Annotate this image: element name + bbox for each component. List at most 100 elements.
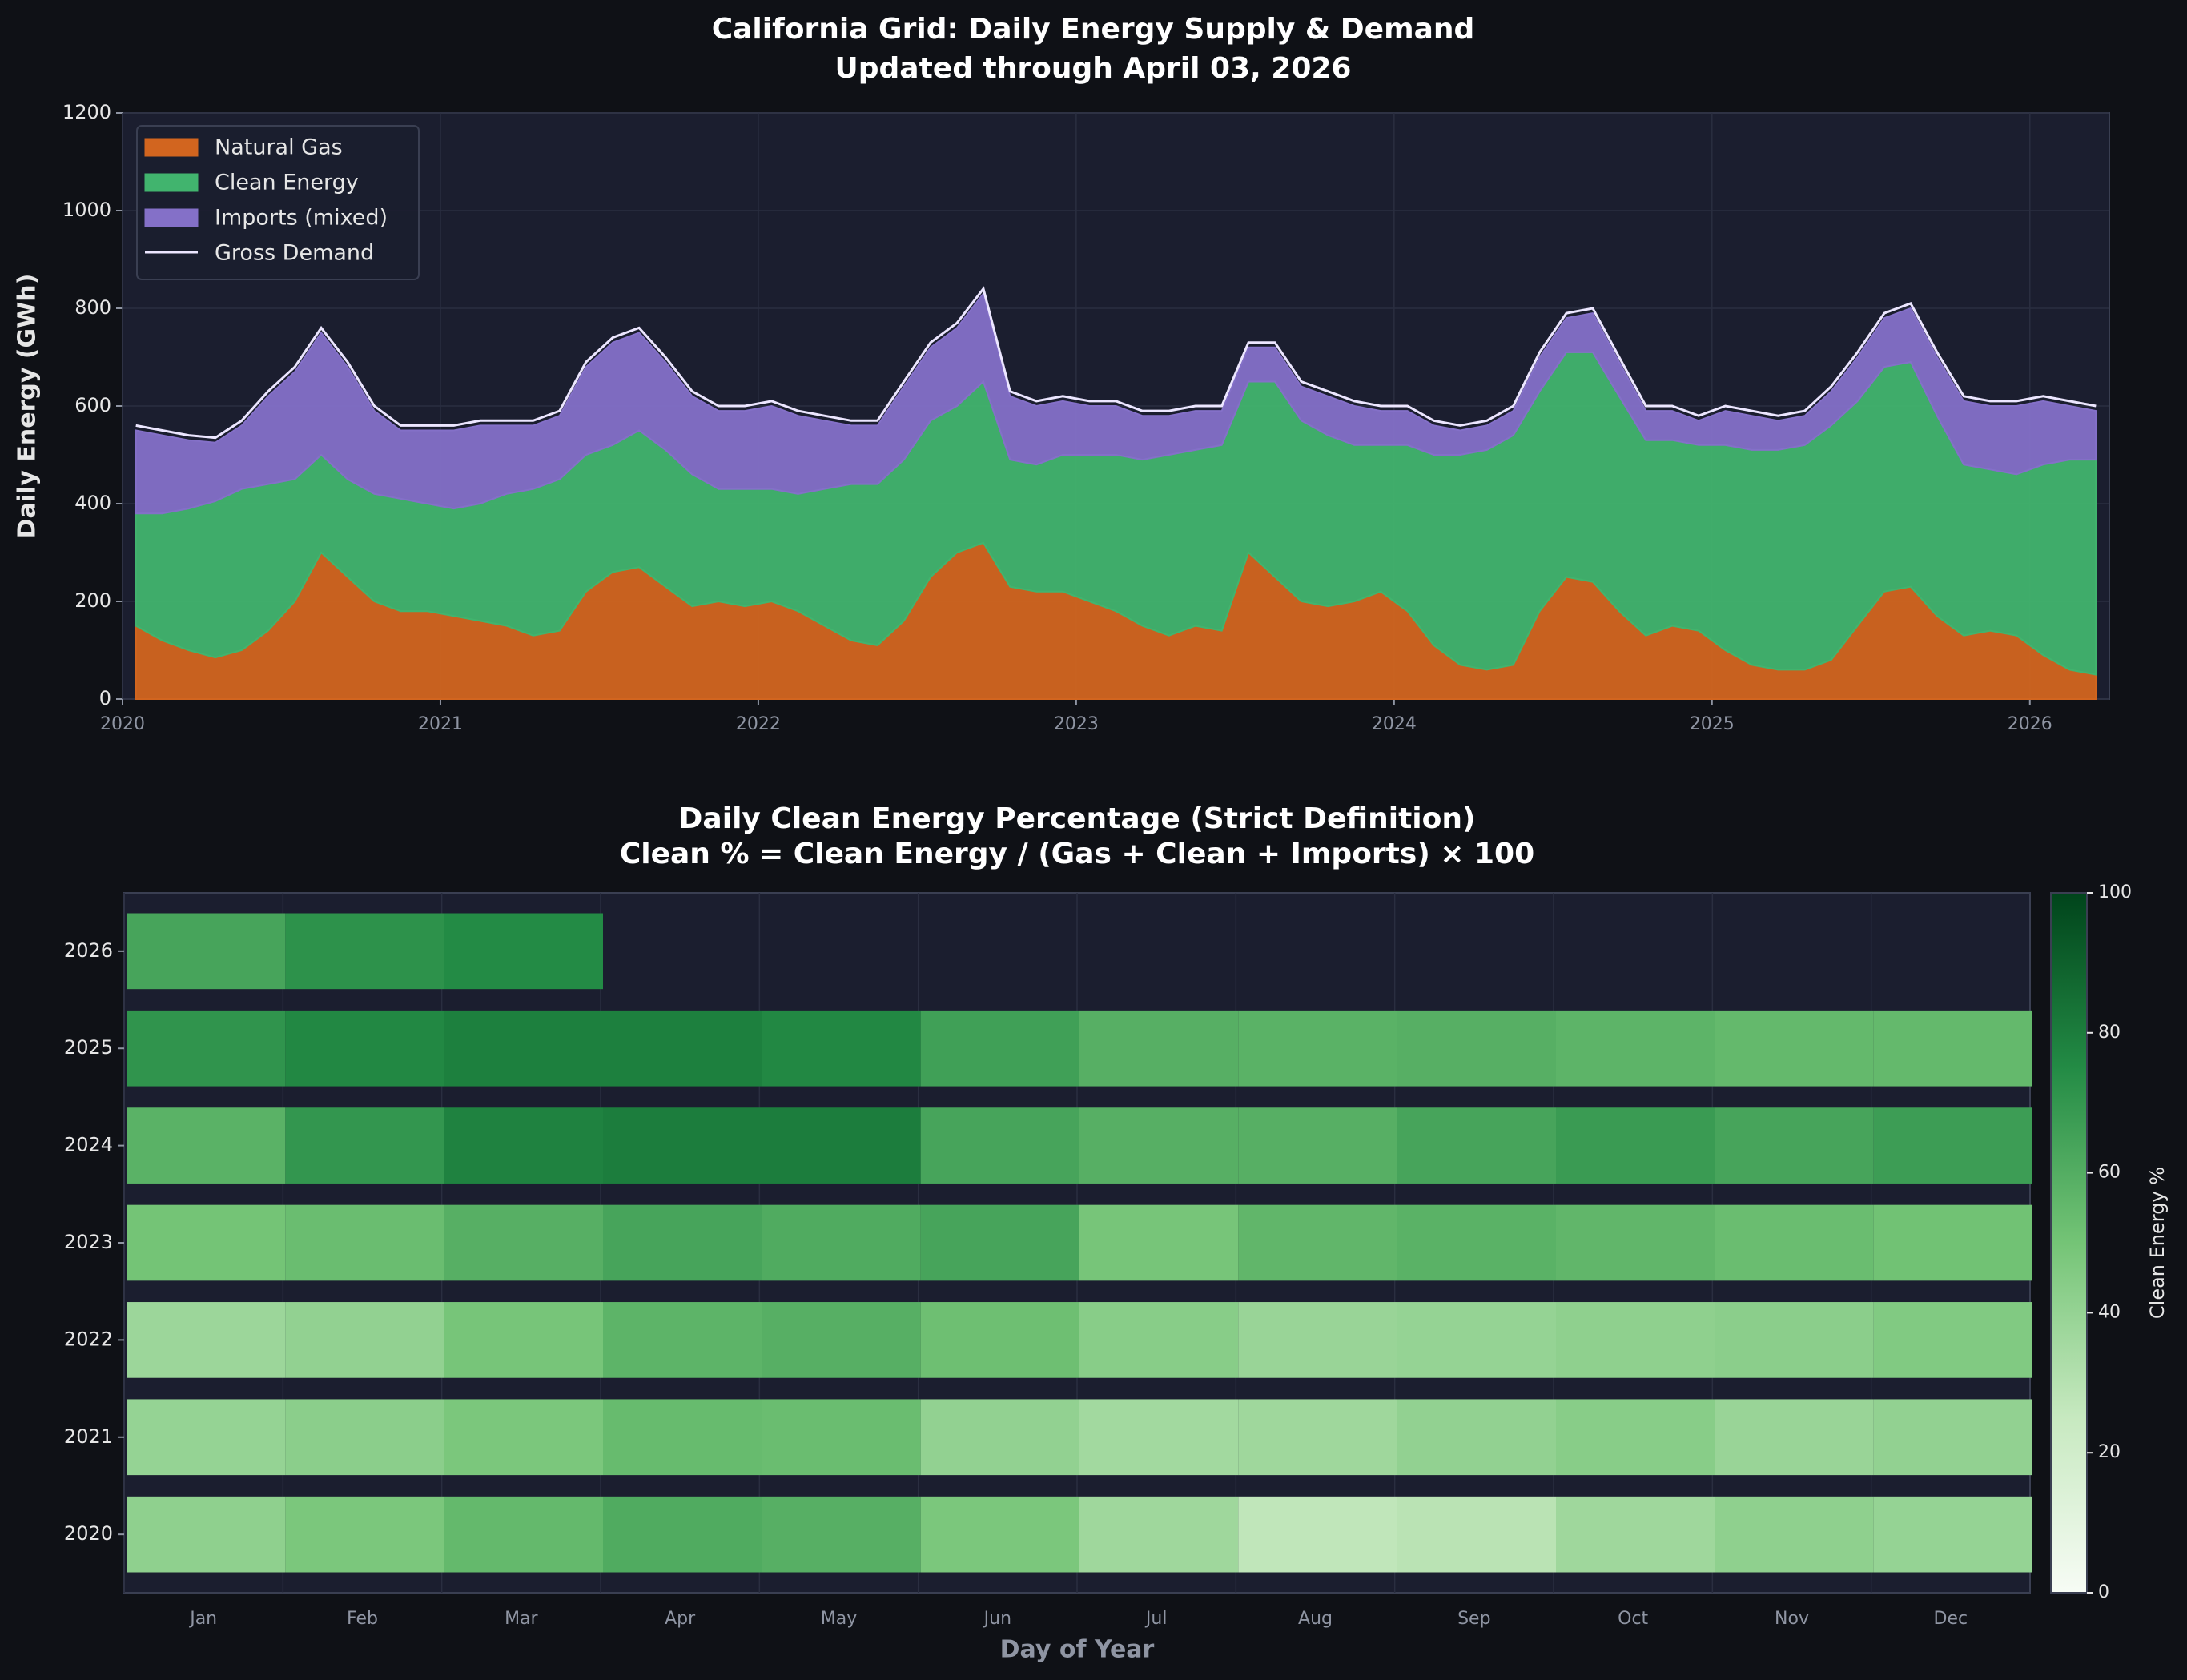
heat-cell — [127, 1204, 286, 1281]
heat-cell — [1873, 1399, 2032, 1476]
heat-cell — [920, 1302, 1079, 1378]
colorbar-tick-label: 60 — [2098, 1163, 2121, 1183]
heat-cell — [603, 1399, 762, 1476]
heat-cell — [285, 1010, 444, 1087]
heat-cell — [920, 1204, 1079, 1281]
heat-cell — [1715, 1302, 1874, 1378]
heat-cell — [1556, 1496, 1715, 1573]
heat-cell — [920, 1107, 1079, 1184]
heat-cell — [1556, 1204, 1715, 1281]
heat-cell — [1238, 1204, 1397, 1281]
legend-label: Clean Energy — [215, 171, 359, 195]
heat-cell — [762, 1302, 921, 1378]
legend-label: Gross Demand — [215, 241, 374, 266]
heat-cell — [127, 1107, 286, 1184]
y-tick-label: 600 — [74, 394, 111, 416]
heat-cell — [285, 1496, 444, 1573]
heat-cell — [127, 1399, 286, 1476]
y-tick-label: 2024 — [64, 1134, 113, 1156]
heat-cell — [444, 1204, 603, 1281]
heat-cell — [920, 1496, 1079, 1573]
heat-cell — [762, 1010, 921, 1087]
heat-cell — [1079, 1302, 1239, 1378]
chart-title: California Grid: Daily Energy Supply & D… — [712, 13, 1475, 46]
heat-cell — [1397, 1010, 1556, 1087]
y-tick-label: 2020 — [64, 1522, 113, 1545]
heat-cell — [920, 1010, 1079, 1087]
heat-cell — [444, 913, 603, 990]
heat-cell — [1715, 1204, 1874, 1281]
heat-cell — [1238, 1302, 1397, 1378]
heat-cell — [1397, 1496, 1556, 1573]
heat-cell — [1079, 1496, 1239, 1573]
heat-cell — [762, 1107, 921, 1184]
heat-cell — [603, 1010, 762, 1087]
x-tick-label: Aug — [1298, 1609, 1333, 1629]
x-axis-label: Day of Year — [1000, 1636, 1155, 1664]
heat-cell — [444, 1302, 603, 1378]
y-tick-label: 800 — [74, 296, 111, 319]
y-tick-label: 1000 — [62, 199, 111, 221]
line — [135, 286, 2097, 440]
heat-cell — [444, 1399, 603, 1476]
heat-cell — [603, 1496, 762, 1573]
heat-cell — [1715, 1496, 1874, 1573]
heat-cell — [127, 913, 286, 990]
x-tick-label: May — [821, 1609, 857, 1629]
heat-cell — [444, 1107, 603, 1184]
chart-subtitle: Updated through April 03, 2026 — [835, 52, 1352, 85]
heat-cell — [127, 1302, 286, 1378]
x-tick-label: 2025 — [1690, 714, 1735, 734]
heat-cell — [762, 1496, 921, 1573]
heat-cell — [1397, 1399, 1556, 1476]
y-tick-label: 2022 — [64, 1328, 113, 1350]
heat-cell — [444, 1010, 603, 1087]
legend-swatch — [144, 208, 199, 227]
heat-cell — [285, 1399, 444, 1476]
y-tick-label: 0 — [99, 687, 111, 709]
heat-cell — [1079, 1010, 1239, 1087]
legend-swatch — [144, 173, 199, 192]
x-tick-label: 2026 — [2008, 714, 2052, 734]
x-tick-label: 2024 — [1372, 714, 1417, 734]
heat-cell — [1079, 1204, 1239, 1281]
heat-cell — [1238, 1107, 1397, 1184]
heat-cell — [1715, 1399, 1874, 1476]
chart-subtitle: Clean % = Clean Energy / (Gas + Clean + … — [620, 838, 1534, 870]
heat-cell — [1556, 1302, 1715, 1378]
y-tick-label: 2023 — [64, 1231, 113, 1253]
heat-cell — [762, 1204, 921, 1281]
x-tick-label: Feb — [347, 1609, 378, 1629]
legend-box — [136, 125, 420, 280]
heat-cell — [1873, 1204, 2032, 1281]
heat-cell — [603, 1204, 762, 1281]
x-tick-label: Sep — [1457, 1609, 1490, 1629]
heat-cell — [603, 1107, 762, 1184]
heat-cell — [920, 1399, 1079, 1476]
legend-label: Natural Gas — [215, 135, 343, 160]
y-tick-label: 200 — [74, 589, 111, 612]
heat-cell — [1079, 1399, 1239, 1476]
heat-cell — [1079, 1107, 1239, 1184]
y-tick-label: 400 — [74, 492, 111, 514]
heat-cell — [1873, 1107, 2032, 1184]
heat-cell — [1556, 1399, 1715, 1476]
heat-cell — [1873, 1302, 2032, 1378]
x-tick-label: 2020 — [100, 714, 145, 734]
x-tick-label: Apr — [665, 1609, 696, 1629]
colorbar-tick-label: 80 — [2098, 1023, 2121, 1043]
x-tick-label: 2023 — [1054, 714, 1099, 734]
heat-cell — [1238, 1010, 1397, 1087]
x-tick-label: Dec — [1934, 1609, 1968, 1629]
x-tick-label: Jan — [188, 1609, 217, 1629]
y-axis-label: Daily Energy (GWh) — [14, 274, 42, 539]
heat-cell — [285, 1302, 444, 1378]
heat-cell — [285, 1107, 444, 1184]
x-tick-label: Nov — [1775, 1609, 1809, 1629]
heat-cell — [1556, 1010, 1715, 1087]
heat-cell — [1238, 1496, 1397, 1573]
x-tick-label: 2021 — [418, 714, 463, 734]
colorbar — [2050, 892, 2088, 1594]
